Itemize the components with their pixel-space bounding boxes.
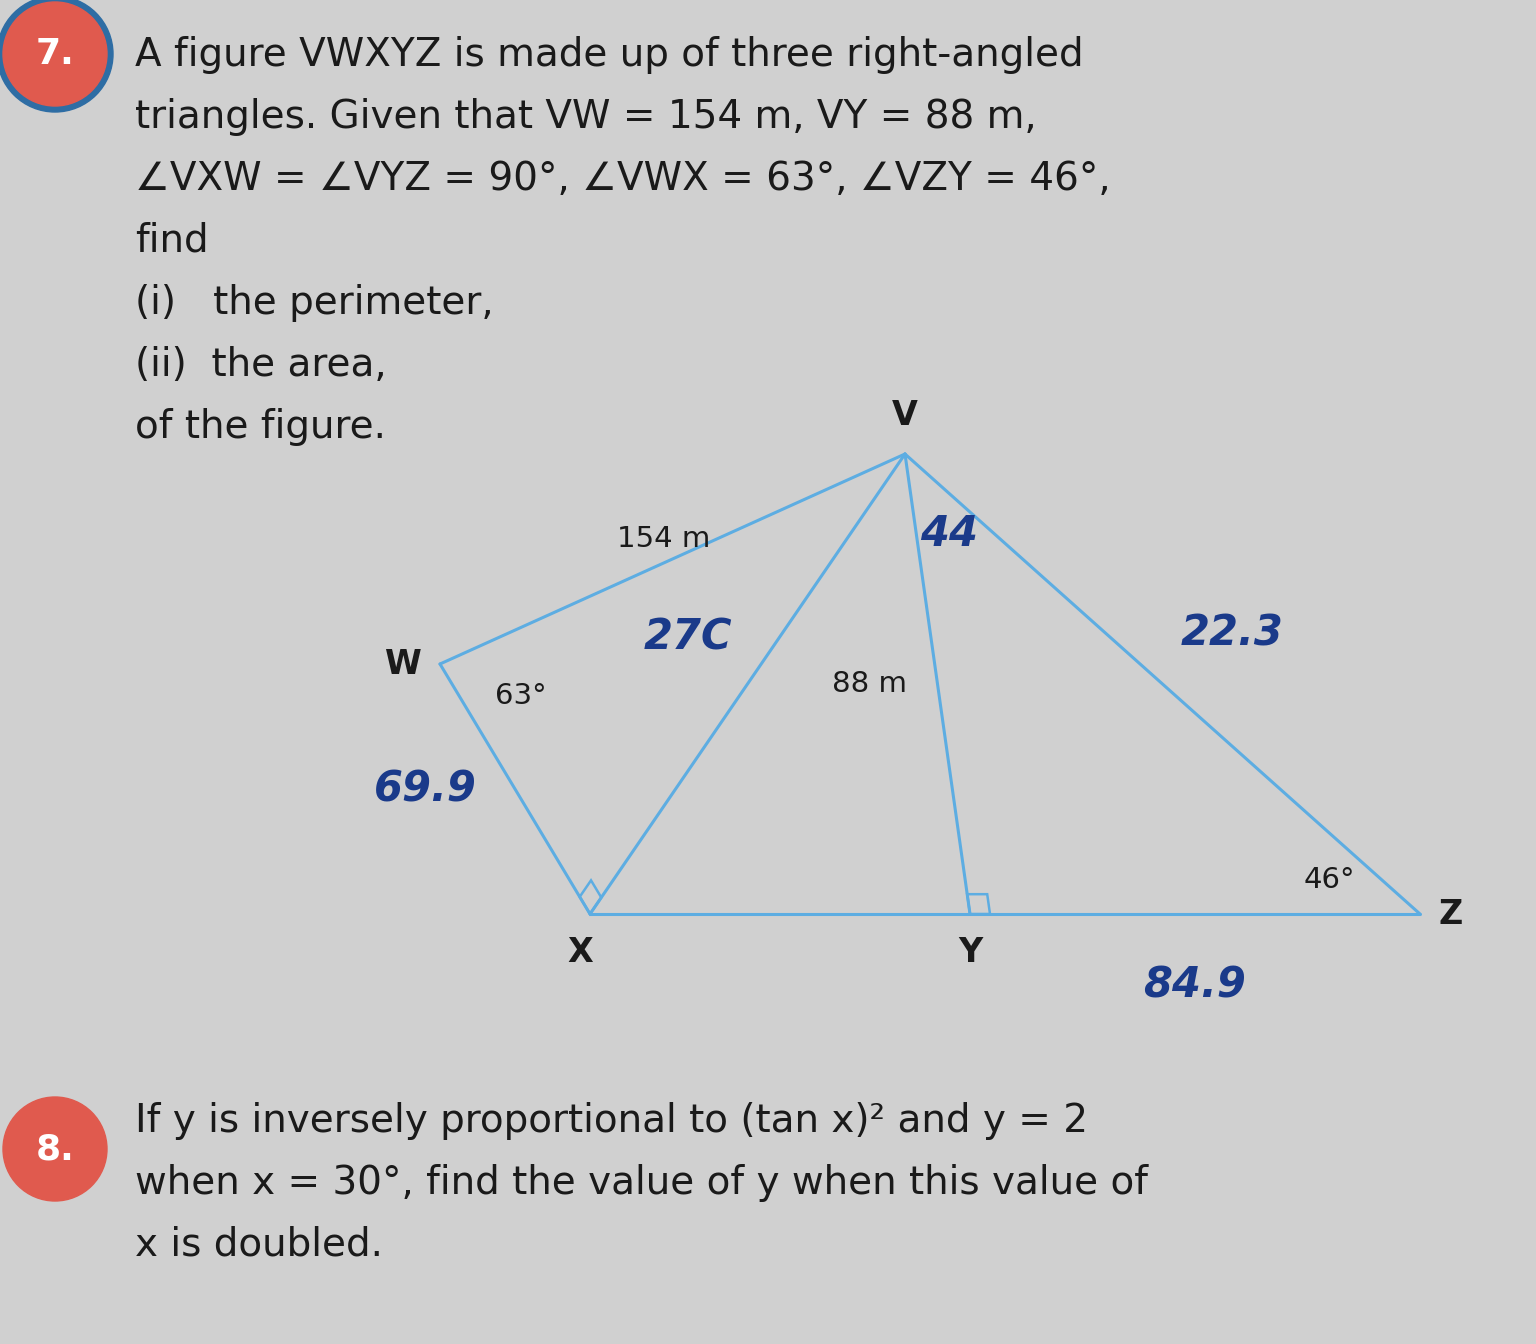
Text: of the figure.: of the figure. — [135, 409, 386, 446]
Text: 46°: 46° — [1304, 866, 1355, 894]
Text: find: find — [135, 222, 209, 259]
Text: V: V — [892, 399, 919, 431]
Text: 22.3: 22.3 — [1181, 612, 1284, 655]
Text: Z: Z — [1438, 898, 1462, 930]
Circle shape — [0, 0, 114, 112]
Text: 88 m: 88 m — [833, 671, 908, 698]
Circle shape — [3, 1, 108, 106]
Text: (i)   the perimeter,: (i) the perimeter, — [135, 284, 493, 323]
Text: If y is inversely proportional to (tan x)² and y = 2: If y is inversely proportional to (tan x… — [135, 1102, 1087, 1140]
Text: 154 m: 154 m — [617, 526, 710, 552]
Text: triangles. Given that VW = 154 m, VY = 88 m,: triangles. Given that VW = 154 m, VY = 8… — [135, 98, 1037, 136]
Text: Y: Y — [958, 935, 982, 969]
Text: 8.: 8. — [35, 1132, 74, 1167]
Text: 84.9: 84.9 — [1144, 964, 1246, 1007]
Text: A figure VWXYZ is made up of three right-angled: A figure VWXYZ is made up of three right… — [135, 36, 1083, 74]
Text: ∠VXW = ∠VYZ = 90°, ∠VWX = 63°, ∠VZY = 46°,: ∠VXW = ∠VYZ = 90°, ∠VWX = 63°, ∠VZY = 46… — [135, 160, 1111, 198]
Text: X: X — [567, 935, 593, 969]
Text: x is doubled.: x is doubled. — [135, 1226, 382, 1263]
Text: (ii)  the area,: (ii) the area, — [135, 345, 387, 384]
Circle shape — [3, 1097, 108, 1202]
Text: 7.: 7. — [35, 38, 74, 71]
Text: 63°: 63° — [495, 681, 547, 710]
Text: when x = 30°, find the value of y when this value of: when x = 30°, find the value of y when t… — [135, 1164, 1147, 1202]
Text: 44: 44 — [920, 513, 978, 555]
Text: W: W — [386, 648, 422, 680]
Text: 69.9: 69.9 — [375, 767, 478, 810]
Text: 27C: 27C — [644, 617, 733, 659]
